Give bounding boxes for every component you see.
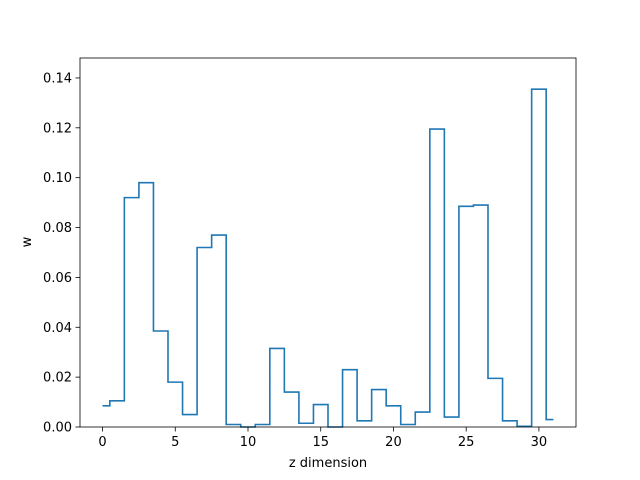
series-step-line-0	[102, 88, 554, 428]
y-tick-label: 0.06	[43, 271, 72, 286]
y-tick-label: 0.04	[43, 321, 72, 336]
x-tick-label: 5	[171, 435, 179, 450]
plot-area	[102, 88, 554, 428]
axes-frame	[79, 57, 577, 428]
x-tick-label: 25	[458, 435, 475, 450]
y-tick-label: 0.08	[43, 221, 72, 236]
x-tick-label: 0	[98, 435, 106, 450]
y-tick-label: 0.00	[43, 421, 72, 436]
y-tick-label: 0.12	[43, 121, 72, 136]
x-tick-label: 15	[312, 435, 329, 450]
y-tick-label: 0.10	[43, 171, 72, 186]
y-tick-label: 0.14	[43, 71, 72, 86]
x-axis-label: z dimension	[289, 456, 367, 471]
axes: 0 5 10 15 20 25 30 0.00 0.02 0.04 0.06 0.08 0.10 0.12…	[43, 57, 577, 450]
y-tick-label: 0.02	[43, 371, 72, 386]
x-tick-label: 20	[385, 435, 402, 450]
y-axis-label: w	[20, 236, 35, 247]
x-tick-label: 10	[240, 435, 257, 450]
x-tick-label: 30	[531, 435, 548, 450]
